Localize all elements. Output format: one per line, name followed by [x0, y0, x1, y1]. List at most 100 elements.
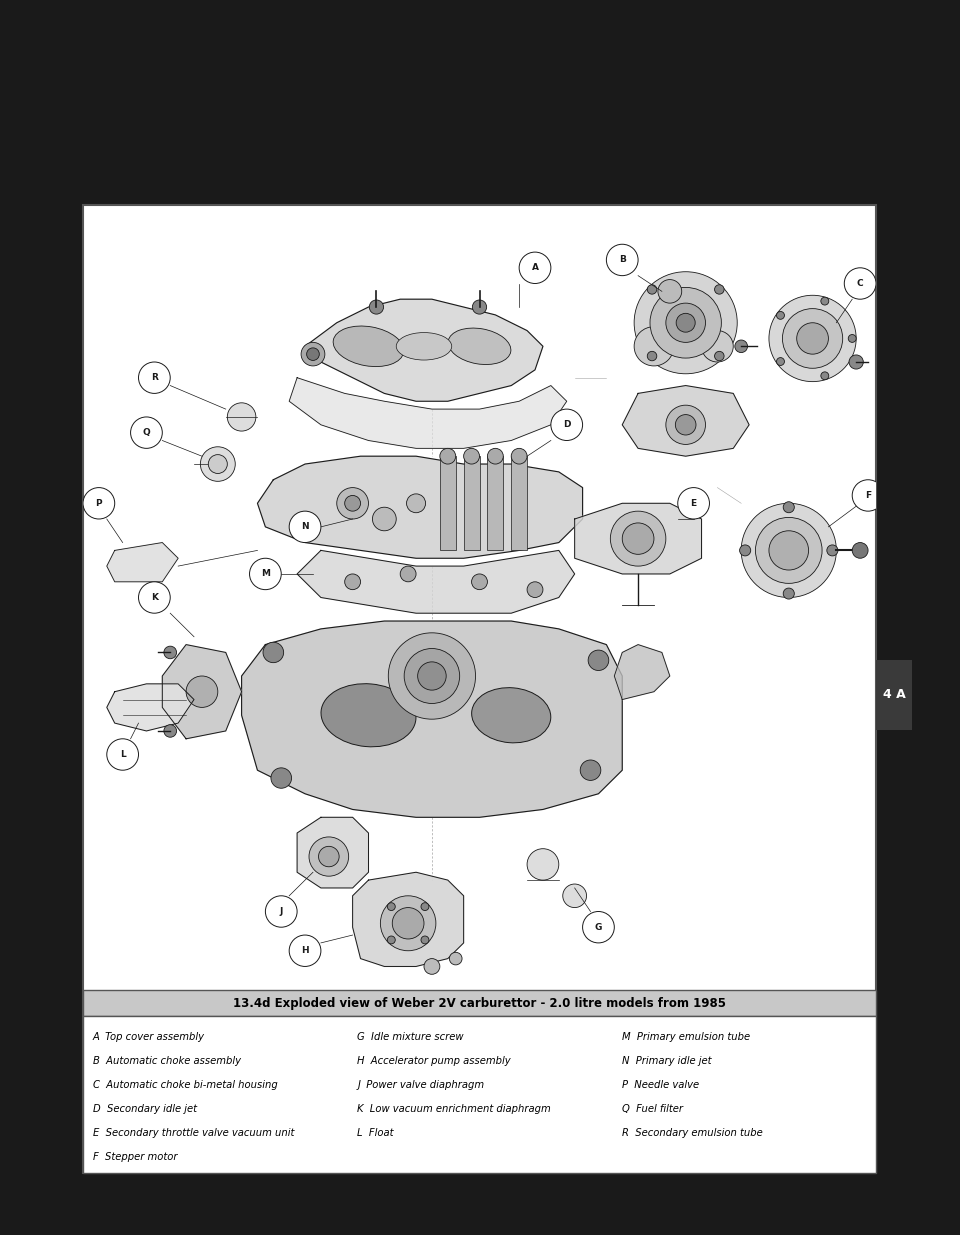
Circle shape	[852, 479, 884, 511]
Text: H: H	[301, 946, 309, 955]
Circle shape	[387, 936, 396, 944]
Polygon shape	[352, 872, 464, 967]
Polygon shape	[575, 504, 702, 574]
Text: Q: Q	[143, 429, 151, 437]
Polygon shape	[242, 621, 622, 818]
Circle shape	[387, 903, 396, 910]
Circle shape	[301, 342, 324, 366]
Text: E  Secondary throttle valve vacuum unit: E Secondary throttle valve vacuum unit	[93, 1128, 295, 1139]
Circle shape	[777, 358, 784, 366]
Circle shape	[164, 725, 177, 737]
Circle shape	[380, 895, 436, 951]
Text: R: R	[151, 373, 157, 382]
Circle shape	[666, 405, 706, 445]
Circle shape	[400, 566, 416, 582]
Circle shape	[201, 447, 235, 482]
Circle shape	[622, 522, 654, 555]
Text: Q  Fuel filter: Q Fuel filter	[622, 1104, 683, 1114]
Circle shape	[658, 279, 682, 303]
Circle shape	[265, 895, 297, 927]
Text: R  Secondary emulsion tube: R Secondary emulsion tube	[622, 1128, 762, 1139]
Circle shape	[714, 285, 724, 294]
Circle shape	[449, 952, 462, 965]
Ellipse shape	[333, 326, 404, 367]
Text: J  Power valve diaphragm: J Power valve diaphragm	[357, 1079, 485, 1089]
Text: M  Primary emulsion tube: M Primary emulsion tube	[622, 1031, 750, 1041]
Text: G: G	[595, 923, 602, 931]
Circle shape	[464, 448, 479, 464]
Circle shape	[783, 501, 794, 513]
Circle shape	[635, 272, 737, 374]
Text: H  Accelerator pump assembly: H Accelerator pump assembly	[357, 1056, 511, 1066]
Circle shape	[821, 298, 828, 305]
Text: G  Idle mixture screw: G Idle mixture screw	[357, 1031, 464, 1041]
Circle shape	[319, 846, 339, 867]
Circle shape	[777, 311, 784, 320]
Text: A  Top cover assembly: A Top cover assembly	[93, 1031, 205, 1041]
Circle shape	[471, 574, 488, 589]
Circle shape	[676, 415, 696, 435]
Circle shape	[186, 676, 218, 708]
Circle shape	[345, 495, 361, 511]
Text: B: B	[619, 256, 626, 264]
Circle shape	[337, 488, 369, 519]
Circle shape	[739, 545, 751, 556]
Circle shape	[372, 508, 396, 531]
Circle shape	[289, 511, 321, 542]
Bar	[464, 456, 479, 551]
Circle shape	[138, 362, 170, 394]
Circle shape	[827, 545, 838, 556]
Circle shape	[472, 300, 487, 314]
FancyBboxPatch shape	[83, 205, 876, 1173]
Circle shape	[849, 354, 863, 369]
Bar	[488, 456, 503, 551]
Circle shape	[519, 252, 551, 284]
Circle shape	[849, 335, 856, 342]
Circle shape	[580, 760, 601, 781]
Circle shape	[563, 884, 587, 908]
Circle shape	[388, 632, 475, 719]
FancyBboxPatch shape	[876, 659, 912, 730]
Polygon shape	[162, 645, 242, 739]
Text: C: C	[857, 279, 863, 288]
Circle shape	[769, 531, 808, 571]
Polygon shape	[297, 818, 369, 888]
Circle shape	[769, 295, 856, 382]
Circle shape	[821, 372, 828, 379]
Polygon shape	[297, 551, 575, 614]
Circle shape	[406, 494, 425, 513]
Circle shape	[583, 911, 614, 942]
Circle shape	[852, 542, 868, 558]
Circle shape	[844, 268, 876, 299]
Circle shape	[138, 582, 170, 614]
Circle shape	[702, 331, 733, 362]
Circle shape	[440, 448, 456, 464]
Text: P  Needle valve: P Needle valve	[622, 1079, 699, 1089]
Circle shape	[635, 327, 674, 366]
Circle shape	[488, 448, 503, 464]
Circle shape	[647, 351, 657, 361]
Text: D: D	[563, 420, 570, 430]
Circle shape	[741, 504, 836, 598]
Circle shape	[83, 488, 115, 519]
Circle shape	[512, 448, 527, 464]
Bar	[512, 456, 527, 551]
Circle shape	[306, 348, 320, 361]
Circle shape	[588, 650, 609, 671]
Text: P: P	[96, 499, 102, 508]
Circle shape	[228, 403, 256, 431]
Circle shape	[611, 511, 666, 566]
Circle shape	[676, 314, 695, 332]
Text: F  Stepper motor: F Stepper motor	[93, 1152, 178, 1162]
Circle shape	[309, 837, 348, 876]
Text: 13.4d Exploded view of Weber 2V carburettor - 2.0 litre models from 1985: 13.4d Exploded view of Weber 2V carburet…	[233, 997, 726, 1009]
FancyBboxPatch shape	[83, 990, 876, 1016]
Polygon shape	[289, 378, 566, 448]
Text: A: A	[532, 263, 539, 272]
Polygon shape	[305, 299, 543, 401]
Circle shape	[527, 582, 543, 598]
Circle shape	[666, 303, 706, 342]
Text: K  Low vacuum enrichment diaphragm: K Low vacuum enrichment diaphragm	[357, 1104, 551, 1114]
Circle shape	[164, 646, 177, 658]
Circle shape	[756, 517, 822, 583]
